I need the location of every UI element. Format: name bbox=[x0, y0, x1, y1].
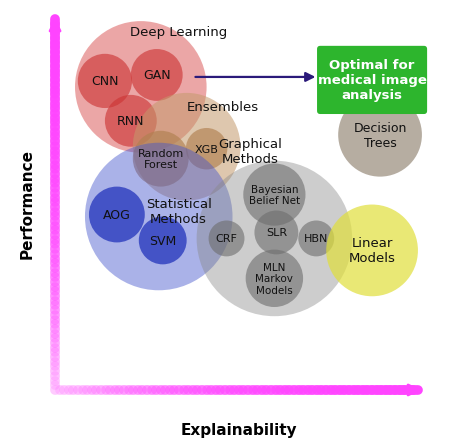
Circle shape bbox=[133, 94, 240, 201]
Text: AOG: AOG bbox=[103, 208, 131, 222]
Circle shape bbox=[326, 205, 418, 297]
Circle shape bbox=[255, 211, 298, 255]
Text: MLN
Markov
Models: MLN Markov Models bbox=[255, 262, 293, 295]
FancyBboxPatch shape bbox=[317, 47, 427, 115]
Text: Bayesian
Belief Net: Bayesian Belief Net bbox=[249, 184, 300, 206]
Text: Performance: Performance bbox=[19, 148, 35, 258]
Text: XGB: XGB bbox=[195, 145, 219, 154]
Text: Linear
Models: Linear Models bbox=[349, 237, 395, 265]
Text: Graphical
Methods: Graphical Methods bbox=[219, 138, 283, 165]
Circle shape bbox=[85, 143, 233, 291]
Circle shape bbox=[209, 221, 245, 257]
Circle shape bbox=[298, 221, 334, 257]
Circle shape bbox=[197, 161, 352, 317]
Circle shape bbox=[243, 164, 305, 226]
Circle shape bbox=[131, 50, 182, 102]
Circle shape bbox=[105, 95, 157, 147]
Text: Optimal for
medical image
analysis: Optimal for medical image analysis bbox=[318, 59, 427, 102]
Text: Random
Forest: Random Forest bbox=[137, 148, 184, 170]
Circle shape bbox=[89, 187, 145, 243]
Circle shape bbox=[186, 129, 228, 170]
Text: Deep Learning: Deep Learning bbox=[130, 25, 228, 39]
Text: SVM: SVM bbox=[149, 234, 176, 247]
Circle shape bbox=[75, 22, 207, 153]
Text: Decision
Trees: Decision Trees bbox=[353, 121, 407, 149]
Text: CRF: CRF bbox=[216, 234, 237, 244]
Text: GAN: GAN bbox=[143, 69, 171, 82]
Circle shape bbox=[338, 94, 422, 177]
Text: RNN: RNN bbox=[117, 115, 145, 128]
Circle shape bbox=[246, 250, 303, 307]
Text: Ensembles: Ensembles bbox=[186, 101, 259, 114]
Circle shape bbox=[139, 217, 187, 265]
Circle shape bbox=[78, 55, 132, 109]
Text: HBN: HBN bbox=[304, 234, 328, 244]
Text: Statistical
Methods: Statistical Methods bbox=[146, 197, 211, 225]
Text: CNN: CNN bbox=[91, 75, 118, 88]
Circle shape bbox=[133, 131, 189, 187]
Text: Explainability: Explainability bbox=[180, 422, 297, 437]
Text: SLR: SLR bbox=[266, 228, 287, 238]
